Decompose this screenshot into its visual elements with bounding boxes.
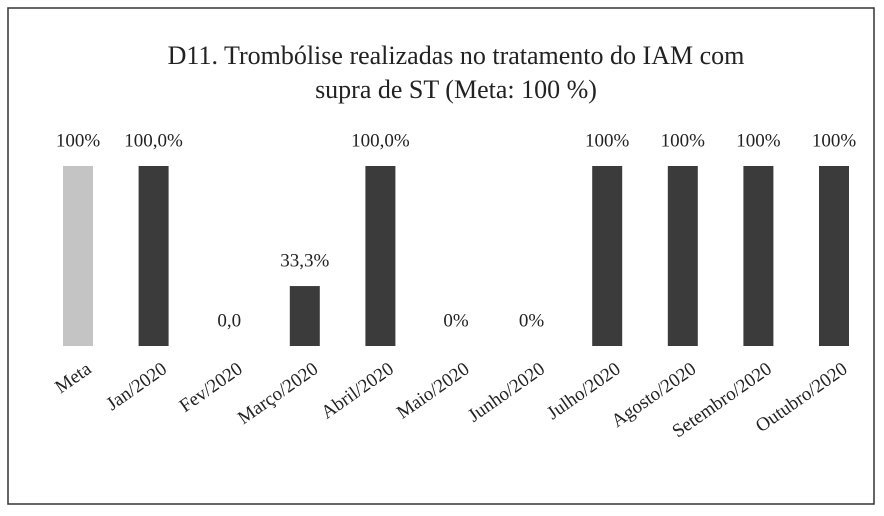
value-label: 0%	[443, 310, 469, 331]
value-label: 100%	[812, 130, 857, 151]
bar	[138, 166, 169, 346]
value-label: 100%	[661, 130, 706, 151]
bar	[63, 166, 93, 346]
bar	[743, 166, 774, 346]
bar	[819, 166, 849, 346]
value-label: 33,3%	[280, 250, 329, 271]
value-label: 100%	[585, 130, 630, 151]
value-label: 100,0%	[124, 130, 183, 151]
bar	[289, 286, 320, 346]
value-label: 100,0%	[351, 130, 410, 151]
value-label: 100%	[736, 130, 781, 151]
value-label: 0%	[519, 310, 545, 331]
chart-title: D11. Trombólise realizadas no tratamento…	[168, 41, 745, 70]
bar	[592, 166, 623, 346]
chart-title: supra de ST (Meta: 100 %)	[315, 75, 597, 104]
bar	[365, 166, 396, 346]
value-label: 0,0	[217, 310, 241, 331]
bar	[667, 166, 698, 346]
value-label: 100%	[56, 130, 101, 151]
